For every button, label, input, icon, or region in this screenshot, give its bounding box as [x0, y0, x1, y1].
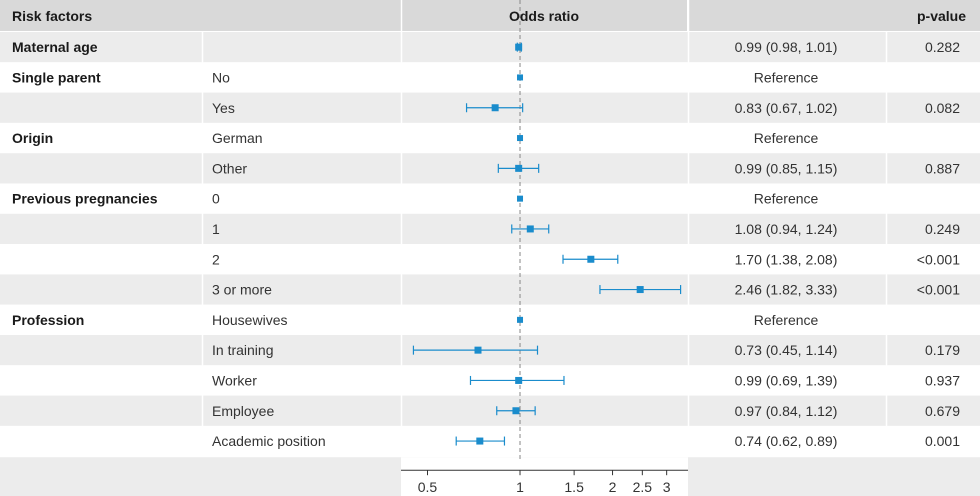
point-estimate-marker	[515, 164, 523, 172]
table-row	[0, 32, 980, 63]
row-p-value: <0.001	[917, 251, 960, 267]
row-p-value: 0.282	[925, 39, 960, 55]
row-level-label: Yes	[212, 100, 235, 116]
point-estimate-marker	[491, 104, 499, 112]
row-ci-text: 0.99 (0.69, 1.39)	[735, 372, 838, 388]
point-estimate-marker	[587, 255, 595, 263]
point-estimate-marker	[636, 286, 644, 294]
header-cell-factors	[0, 0, 401, 31]
row-factor-label: Origin	[12, 130, 53, 146]
row-level-label: 0	[212, 191, 220, 207]
point-estimate-marker	[512, 407, 520, 415]
point-estimate-marker	[517, 195, 524, 202]
row-ci-text: 0.99 (0.98, 1.01)	[735, 39, 838, 55]
row-ci-text: 0.99 (0.85, 1.15)	[735, 160, 838, 176]
row-factor-label: Previous pregnancies	[12, 191, 158, 207]
row-level-label: Employee	[212, 403, 274, 419]
table-row	[0, 122, 980, 154]
row-level-label: German	[212, 130, 263, 146]
point-estimate-marker	[517, 316, 524, 323]
row-ci-text: 1.08 (0.94, 1.24)	[735, 221, 838, 237]
row-level-label: Other	[212, 160, 247, 176]
row-level-label: 1	[212, 221, 220, 237]
row-p-value: <0.001	[917, 282, 960, 298]
table-row	[0, 62, 980, 93]
point-estimate-marker	[515, 43, 523, 51]
row-level-label: Housewives	[212, 312, 287, 328]
row-ci-text: Reference	[754, 130, 819, 146]
table-row	[0, 213, 980, 245]
row-factor-label: Maternal age	[12, 39, 98, 55]
row-level-label: Worker	[212, 372, 257, 388]
x-axis-tick-label: 1	[516, 479, 524, 495]
row-ci-text: 0.83 (0.67, 1.02)	[735, 100, 838, 116]
header-odds-ratio: Odds ratio	[509, 8, 579, 24]
row-p-value: 0.937	[925, 372, 960, 388]
row-level-label: 2	[212, 251, 220, 267]
point-estimate-marker	[515, 376, 523, 384]
row-p-value: 0.679	[925, 403, 960, 419]
row-factor-label: Profession	[12, 312, 84, 328]
point-estimate-marker	[476, 437, 484, 445]
row-ci-text: Reference	[754, 69, 819, 85]
row-level-label: Academic position	[212, 433, 326, 449]
header-p-value: p-value	[917, 8, 966, 24]
table-row	[0, 274, 980, 305]
table-row	[0, 183, 980, 214]
point-estimate-marker	[517, 135, 524, 142]
row-p-value: 0.887	[925, 160, 960, 176]
row-p-value: 0.179	[925, 342, 960, 358]
table-row	[0, 153, 980, 184]
row-ci-text: 1.70 (1.38, 2.08)	[735, 251, 838, 267]
x-axis-tick-label: 2	[609, 479, 617, 495]
header-cell-odds	[402, 0, 687, 31]
table-row	[0, 244, 980, 275]
point-estimate-marker	[474, 346, 482, 354]
axis-area-plot-background	[401, 457, 688, 496]
point-estimate-marker	[517, 74, 524, 81]
header-cell-pvalue	[689, 0, 980, 31]
point-estimate-marker	[526, 225, 534, 233]
header-risk-factors: Risk factors	[12, 8, 92, 24]
row-ci-text: 0.97 (0.84, 1.12)	[735, 403, 838, 419]
row-level-label: In training	[212, 342, 273, 358]
x-axis-tick-label: 2.5	[633, 479, 653, 495]
x-axis-tick-label: 0.5	[418, 479, 438, 495]
row-level-label: No	[212, 69, 230, 85]
row-level-label: 3 or more	[212, 282, 272, 298]
row-p-value: 0.249	[925, 221, 960, 237]
row-ci-text: Reference	[754, 191, 819, 207]
row-p-value: 0.082	[925, 100, 960, 116]
row-factor-label: Single parent	[12, 69, 101, 85]
x-axis-tick-label: 1.5	[564, 479, 584, 495]
x-axis-tick-label: 3	[663, 479, 671, 495]
row-ci-text: 2.46 (1.82, 3.33)	[735, 282, 838, 298]
table-row	[0, 395, 980, 426]
row-ci-text: 0.74 (0.62, 0.89)	[735, 433, 838, 449]
table-row	[0, 304, 980, 335]
row-ci-text: 0.73 (0.45, 1.14)	[735, 342, 838, 358]
row-p-value: 0.001	[925, 433, 960, 449]
row-ci-text: Reference	[754, 312, 819, 328]
